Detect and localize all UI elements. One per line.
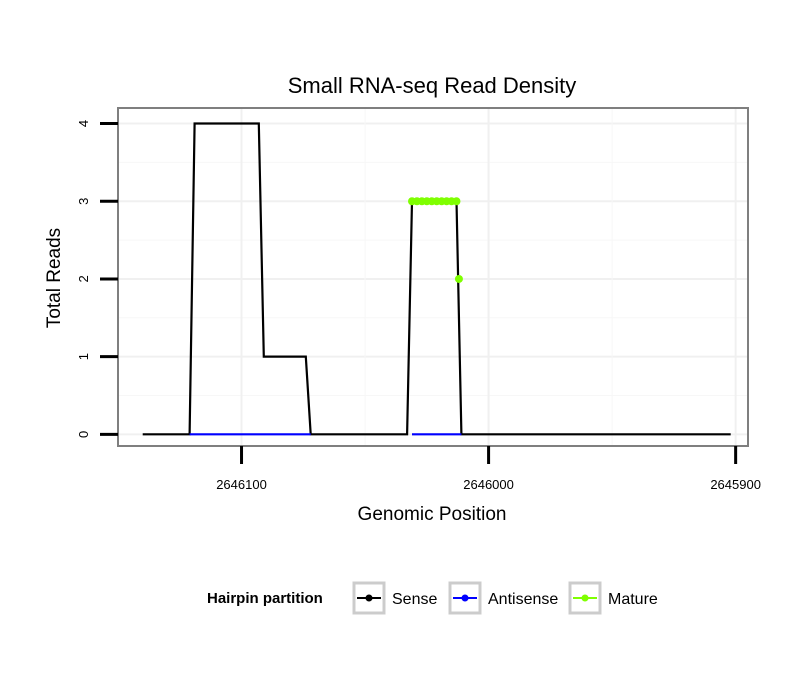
plot-panel bbox=[117, 107, 749, 447]
legend-title: Hairpin partition bbox=[207, 590, 323, 607]
legend-key-point bbox=[365, 594, 373, 602]
x-tick-label: 2646100 bbox=[216, 477, 267, 492]
y-tick-label: 1 bbox=[76, 353, 91, 360]
y-tick-label: 0 bbox=[76, 431, 91, 438]
x-axis-title: Genomic Position bbox=[358, 504, 507, 525]
chart-title: Small RNA-seq Read Density bbox=[288, 73, 577, 98]
point-mature bbox=[452, 197, 461, 206]
x-tick-label: 2645900 bbox=[710, 477, 761, 492]
legend: Hairpin partition Sense Antisense Mature bbox=[207, 581, 658, 615]
legend-key-point bbox=[461, 594, 469, 602]
y-axis: 0 1 2 3 4 bbox=[76, 120, 118, 438]
point-mature bbox=[454, 274, 463, 283]
series-layer bbox=[142, 122, 731, 436]
y-tick-label: 2 bbox=[76, 275, 91, 282]
y-axis-title: Total Reads bbox=[44, 228, 65, 328]
x-tick-label: 2646000 bbox=[463, 477, 514, 492]
legend-label-antisense: Antisense bbox=[488, 591, 558, 608]
y-tick-label: 3 bbox=[76, 198, 91, 205]
legend-key-point bbox=[581, 594, 589, 602]
x-axis: 2646100 2646000 2645900 bbox=[216, 446, 761, 492]
series-line-sense bbox=[142, 122, 731, 436]
legend-label-sense: Sense bbox=[392, 591, 437, 608]
legend-label-mature: Mature bbox=[608, 591, 658, 608]
y-tick-label: 4 bbox=[76, 120, 91, 127]
